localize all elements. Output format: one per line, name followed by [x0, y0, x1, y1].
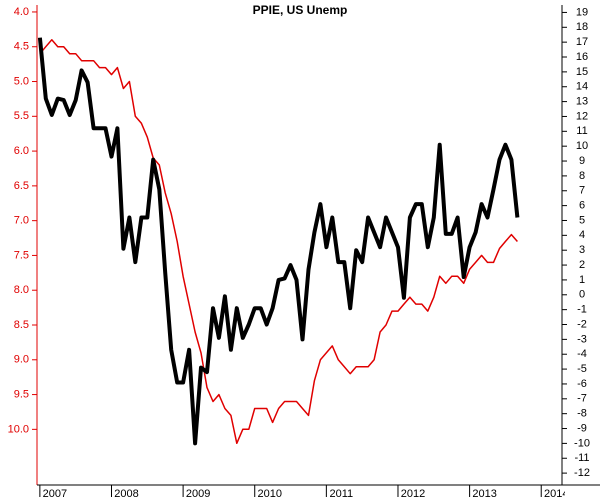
y2-tick-label: 7: [579, 185, 585, 197]
y2-tick-label: -8: [577, 408, 587, 420]
y-tick-label: 7.0: [14, 215, 29, 227]
x-tick-label: 2007: [43, 488, 67, 500]
x-tick-label: 2013: [472, 488, 496, 500]
y-tick-label: 5.0: [14, 75, 29, 87]
x-labels: 2007 2008 2009 2010 2011 2012 2013 2014: [43, 488, 568, 500]
y2-tick-label: 18: [576, 21, 588, 33]
y2-tick-label: 13: [576, 96, 588, 108]
x-tick-label: 2014: [544, 488, 568, 500]
y2-tick-label: -3: [577, 333, 587, 345]
y2-tick-label: 8: [579, 170, 585, 182]
y2-tick-label: -11: [574, 452, 589, 464]
y-tick-label: 8.0: [14, 284, 29, 296]
y2-tick-label: 17: [576, 36, 588, 48]
y2-tick-label: -4: [577, 348, 587, 360]
y2-tick-label: 10: [576, 140, 588, 152]
y-tick-label: 6.5: [14, 180, 29, 192]
y2-tick-label: 2: [579, 259, 585, 271]
chart-title: PPIE, US Unemp: [253, 3, 348, 17]
x-tick-label: 2010: [257, 488, 281, 500]
y2-tick-label: 1: [579, 274, 585, 286]
y2-tick-label: 4: [579, 229, 585, 241]
x-tick-label: 2011: [330, 488, 354, 500]
x-tick-label: 2012: [401, 488, 425, 500]
y2-tick-label: -6: [577, 378, 587, 390]
y2-tick-label: -7: [577, 393, 587, 405]
y2-tick-label: -2: [577, 318, 587, 330]
y2-tick-label: 15: [576, 66, 588, 78]
y-tick-label: 9.5: [14, 388, 29, 400]
y-tick-label: 7.5: [14, 249, 29, 261]
y2-tick-label: 11: [576, 125, 587, 137]
y-tick-label: 10.0: [8, 423, 29, 435]
y2-tick-label: 9: [579, 155, 585, 167]
y2-tick-label: 19: [576, 6, 588, 18]
y-tick-label: 4.0: [14, 6, 29, 18]
y2-tick-label: -5: [577, 363, 587, 375]
y2-tick-label: 14: [576, 81, 588, 93]
y2-tick-label: 5: [579, 214, 585, 226]
y2-tick-label: -10: [574, 437, 590, 449]
series-line: [39, 39, 518, 445]
y-tick-label: 4.5: [14, 41, 29, 53]
y2-tick-label: -12: [574, 467, 590, 479]
series-line: [37, 37, 520, 446]
y2-tick-label: 16: [576, 51, 588, 63]
y-tick-label: 8.5: [14, 319, 29, 331]
y-tick-label: 9.0: [14, 354, 29, 366]
x-tick-label: 2008: [114, 488, 138, 500]
y2-tick-label: 0: [579, 289, 585, 301]
y2-tick-label: -9: [577, 422, 587, 434]
y-tick-label: 6.0: [14, 145, 29, 157]
x-tick-label: 2009: [186, 488, 210, 500]
y-tick-label: 5.5: [14, 110, 29, 122]
y2-tick-label: 6: [579, 200, 585, 212]
y2-tick-label: 12: [576, 110, 588, 122]
y2-tick-label: 3: [579, 244, 585, 256]
y2-tick-label: -1: [577, 304, 587, 316]
